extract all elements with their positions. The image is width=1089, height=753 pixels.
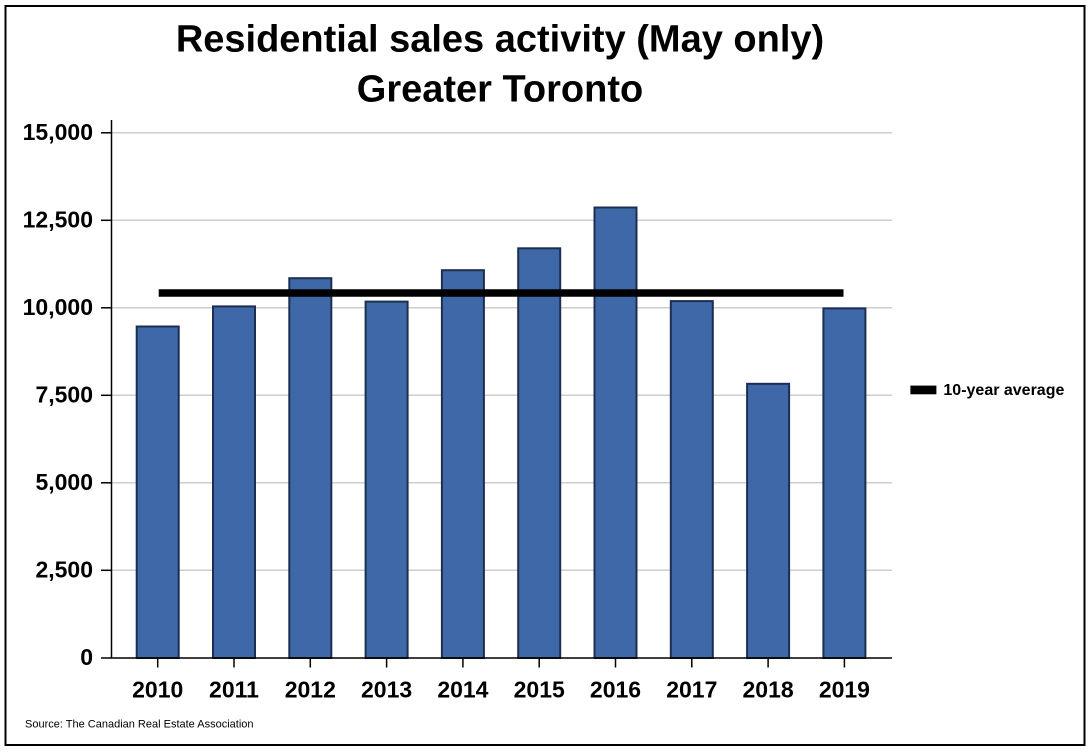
svg-text:10-year average: 10-year average bbox=[943, 382, 1064, 399]
svg-text:Residential sales activity (Ma: Residential sales activity (May only) bbox=[176, 18, 824, 60]
svg-text:2016: 2016 bbox=[590, 676, 641, 702]
svg-text:2010: 2010 bbox=[132, 676, 183, 702]
svg-text:2,500: 2,500 bbox=[35, 556, 93, 582]
svg-text:0: 0 bbox=[80, 644, 93, 670]
svg-text:2018: 2018 bbox=[743, 676, 794, 702]
svg-text:2015: 2015 bbox=[514, 676, 565, 702]
svg-text:5,000: 5,000 bbox=[35, 469, 93, 495]
svg-text:12,500: 12,500 bbox=[23, 206, 93, 232]
svg-text:2017: 2017 bbox=[666, 676, 717, 702]
svg-text:10,000: 10,000 bbox=[23, 294, 93, 320]
svg-text:2011: 2011 bbox=[209, 676, 259, 702]
svg-text:2013: 2013 bbox=[361, 676, 412, 702]
svg-text:Greater Toronto: Greater Toronto bbox=[357, 69, 643, 111]
svg-text:7,500: 7,500 bbox=[35, 381, 93, 407]
svg-text:2014: 2014 bbox=[437, 676, 488, 702]
svg-text:Source: The Canadian Real Esta: Source: The Canadian Real Estate Associa… bbox=[25, 719, 254, 731]
svg-text:15,000: 15,000 bbox=[23, 119, 93, 145]
svg-text:2012: 2012 bbox=[285, 676, 336, 702]
svg-text:2019: 2019 bbox=[819, 676, 870, 702]
